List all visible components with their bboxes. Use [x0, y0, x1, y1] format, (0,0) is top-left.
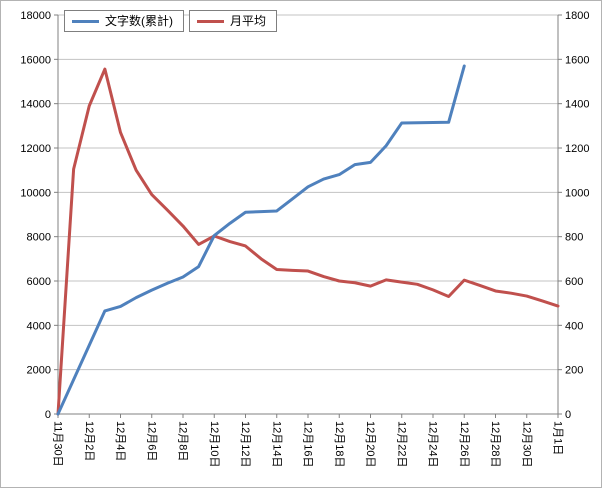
y-axis-left-label: 2000: [27, 365, 51, 377]
series-line-monthly-average: [56, 67, 560, 416]
x-axis-label: 12月20日: [364, 421, 376, 467]
y-axis-left-label: 8000: [27, 232, 51, 244]
y-axis-right-label: 600: [565, 276, 583, 288]
x-axis-label: 12月30日: [520, 421, 532, 467]
x-axis-label: 12月24日: [427, 421, 439, 467]
y-axis-right-label: 1600: [565, 54, 589, 66]
x-axis-label: 12月22日: [395, 421, 407, 467]
x-axis-label: 1月1日: [552, 421, 564, 455]
x-axis-label: 12月16日: [302, 421, 314, 467]
x-axis-label: 11月30日: [52, 421, 64, 467]
x-axis-label: 12月26日: [458, 421, 470, 467]
y-axis-left-label: 0: [45, 409, 51, 421]
y-axis-left-label: 6000: [27, 276, 51, 288]
x-axis-label: 12月10日: [208, 421, 220, 467]
y-axis-right-label: 1000: [565, 187, 589, 199]
x-axis-label: 12月6日: [145, 421, 157, 461]
y-axis-left-label: 4000: [27, 320, 51, 332]
legend-line-sample-monthly-average: [197, 19, 224, 23]
legend-item-cumulative[interactable]: 文字数(累計): [64, 10, 184, 32]
y-axis-left-label: 18000: [20, 10, 51, 22]
y-axis-right-label: 200: [565, 365, 583, 377]
y-axis-right-label: 1400: [565, 99, 589, 111]
x-axis-label: 12月18日: [333, 421, 345, 467]
y-axis-left-label: 12000: [20, 143, 51, 155]
y-axis-right-label: 800: [565, 232, 583, 244]
series-line-cumulative: [56, 64, 466, 416]
legend-line-sample-cumulative: [72, 19, 99, 23]
x-axis-label: 12月8日: [177, 421, 189, 461]
legend-label-cumulative: 文字数(累計): [105, 14, 173, 28]
x-axis-label: 12月14日: [270, 421, 282, 467]
legend-item-monthly-average[interactable]: 月平均: [189, 10, 278, 32]
legend: 文字数(累計) 月平均: [64, 10, 278, 32]
y-axis-right-label: 1200: [565, 143, 589, 155]
y-axis-right-label: 400: [565, 320, 583, 332]
x-axis-label: 12月2日: [83, 421, 95, 461]
y-axis-left-label: 10000: [20, 187, 51, 199]
y-axis-left-label: 14000: [20, 99, 51, 111]
y-axis-right-label: 1800: [565, 10, 589, 22]
legend-label-monthly-average: 月平均: [230, 14, 267, 28]
y-axis-right-label: 0: [565, 409, 571, 421]
y-axis-left-label: 16000: [20, 54, 51, 66]
x-axis-label: 12月12日: [239, 421, 251, 467]
x-axis-label: 12月28日: [489, 421, 501, 467]
x-axis-label: 12月4日: [114, 421, 126, 461]
